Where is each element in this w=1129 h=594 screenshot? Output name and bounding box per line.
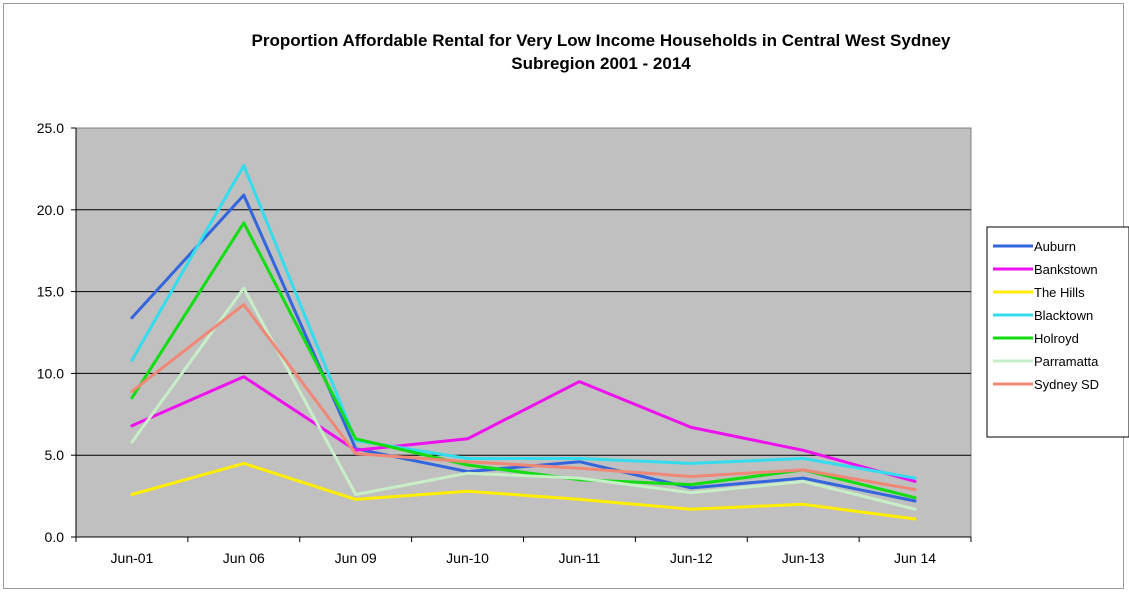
chart-title-line-2: Subregion 2001 - 2014	[511, 54, 691, 73]
series-line-auburn	[130, 193, 917, 503]
x-tick-label: Jun 14	[894, 550, 936, 566]
y-tick-label: 5.0	[45, 447, 65, 463]
x-tick-label: Jun-12	[670, 550, 713, 566]
grid-lines	[76, 209, 971, 456]
y-tick-label: 15.0	[37, 284, 64, 300]
legend-label: Parramatta	[1034, 354, 1099, 369]
chart-title-line-1: Proportion Affordable Rental for Very Lo…	[252, 31, 952, 50]
series-lines	[130, 164, 917, 521]
series-line-blacktown	[130, 164, 917, 480]
legend-label: Blacktown	[1034, 308, 1093, 323]
y-axis: 0.0 5.0 10.0 15.0 20.0 25.0	[37, 120, 77, 545]
x-axis: Jun-01 Jun 06 Jun 09 Jun-10 Jun-11 Jun-12 Jun-…	[75, 536, 972, 566]
legend-label: The Hills	[1034, 285, 1085, 300]
x-tick-label: Jun-11	[559, 550, 601, 566]
legend-label: Holroyd	[1034, 331, 1079, 346]
x-tick-label: Jun-13	[782, 550, 825, 566]
legend: Auburn Bankstown The Hills Blacktown Holroyd…	[993, 239, 1099, 392]
y-tick-label: 10.0	[37, 365, 64, 381]
legend-label: Auburn	[1034, 239, 1076, 254]
legend-label: Bankstown	[1034, 262, 1098, 277]
series-line-parramatta	[130, 286, 917, 511]
y-tick-label: 20.0	[37, 202, 64, 218]
legend-box	[986, 226, 1129, 438]
y-tick-label: 25.0	[37, 120, 64, 136]
series-line-bankstown	[130, 375, 917, 483]
y-tick-label: 0.0	[45, 529, 65, 545]
x-tick-label: Jun-10	[446, 550, 489, 566]
x-tick-label: Jun 06	[223, 550, 265, 566]
series-line-the-hills	[130, 461, 917, 521]
x-tick-label: Jun-01	[111, 550, 154, 566]
x-tick-label: Jun 09	[335, 550, 377, 566]
series-line-sydney-sd	[130, 303, 917, 492]
legend-label: Sydney SD	[1034, 377, 1099, 392]
